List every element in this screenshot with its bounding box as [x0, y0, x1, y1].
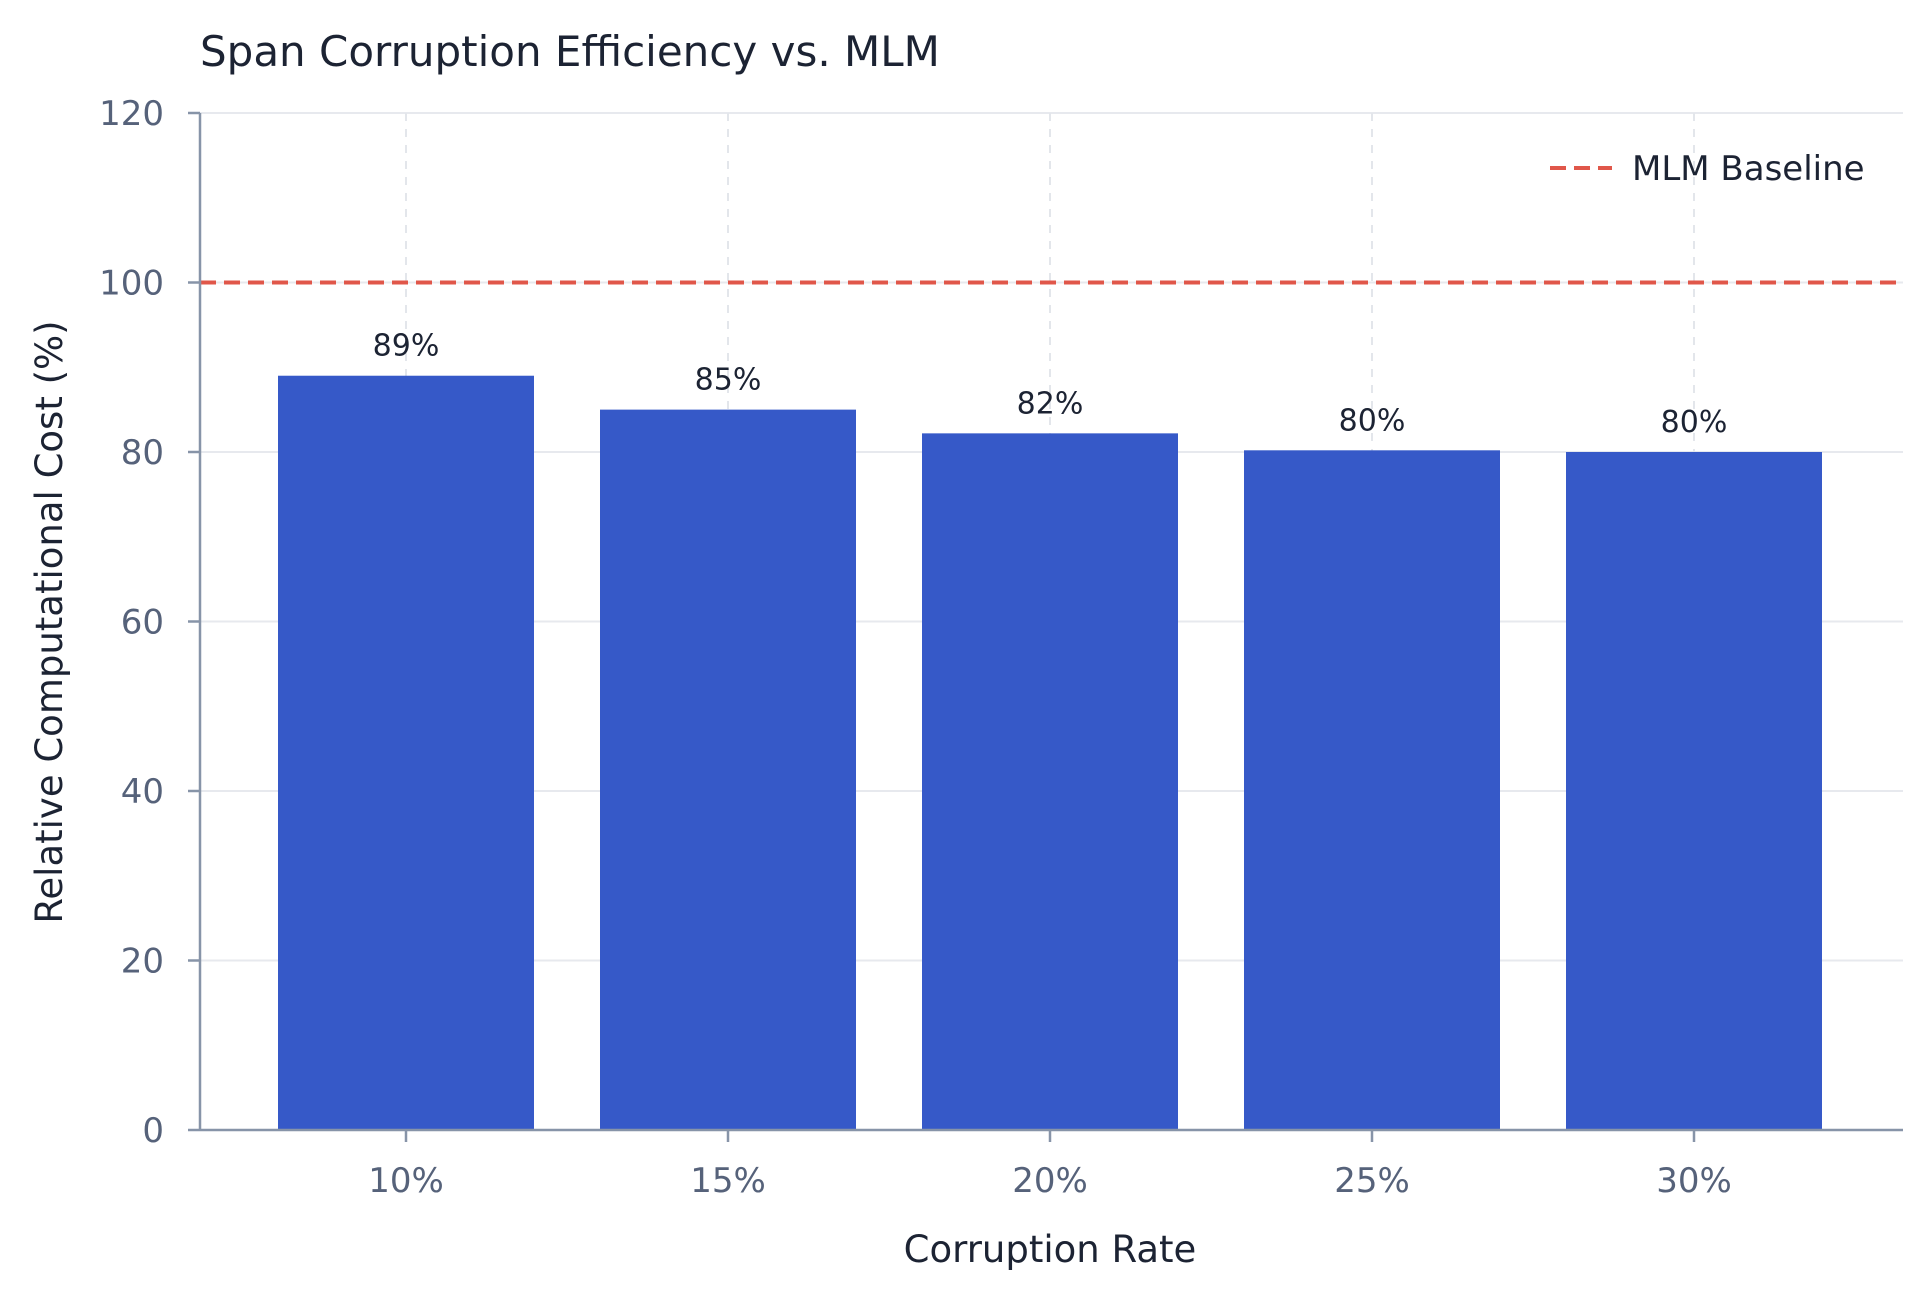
y-axis-label: Relative Computational Cost (%) [28, 320, 71, 923]
x-tick-label: 30% [1656, 1161, 1732, 1201]
y-tick-label: 20 [121, 942, 164, 982]
y-tick-label: 100 [99, 264, 164, 304]
data-label: 82% [1017, 386, 1084, 421]
bar-30pct [1566, 452, 1822, 1130]
x-axis-label: Corruption Rate [904, 1228, 1197, 1271]
bar-10pct [278, 375, 534, 1131]
bar-20pct [922, 433, 1178, 1131]
bar-15pct [600, 409, 856, 1130]
data-label: 80% [1339, 403, 1406, 438]
x-tick-label: 20% [1012, 1161, 1088, 1201]
bar-25pct [1244, 450, 1500, 1130]
data-label: 89% [373, 329, 440, 364]
y-tick-label: 40 [121, 772, 164, 812]
data-label: 85% [695, 363, 762, 398]
x-tick-label: 15% [690, 1161, 766, 1201]
y-tick-label: 80 [121, 433, 164, 473]
legend: MLM Baseline [1550, 149, 1865, 189]
y-tick-label: 0 [142, 1111, 164, 1151]
x-tick-label: 10% [368, 1161, 444, 1201]
chart-title: Span Corruption Efficiency vs. MLM [200, 27, 940, 76]
y-tick-label: 120 [99, 94, 164, 134]
legend-label-mlm-baseline: MLM Baseline [1632, 149, 1865, 189]
data-label: 80% [1661, 405, 1728, 440]
bars-layer [278, 375, 1822, 1131]
axes-layer [188, 111, 1903, 1142]
y-tick-label: 60 [121, 603, 164, 643]
x-tick-label: 25% [1334, 1161, 1410, 1201]
labels-layer: 89% 85% 82% 80% 80% 0 20 40 60 80 100 120 10% 15% 20% 2… [99, 94, 1732, 1201]
